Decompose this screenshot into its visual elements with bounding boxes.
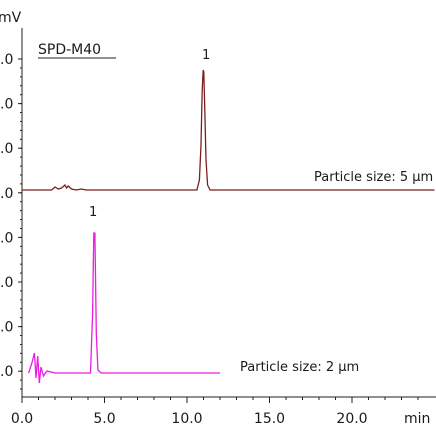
y-axis-ticks: .0 .0 .0 .0 .0 .0 .0 .0	[0, 52, 22, 390]
y-tick-label-6: .0	[0, 320, 13, 336]
y-tick-label-5: .0	[0, 275, 13, 291]
instrument-label: SPD-M40	[38, 42, 101, 58]
y-tick-label-7: .0	[0, 364, 13, 380]
x-tick-label-4: 20.0	[336, 411, 367, 427]
x-tick-label-0: 0.0	[11, 411, 33, 427]
y-axis-unit-label: mV	[0, 10, 22, 26]
x-axis-ticks: 0.0 5.0 10.0 15.0 20.0	[11, 397, 419, 427]
x-tick-label-3: 15.0	[254, 411, 285, 427]
series-label-5um: Particle size: 5 µm	[314, 170, 433, 185]
y-tick-label-0: .0	[0, 52, 13, 68]
series-line-5um	[22, 69, 435, 191]
y-tick-label-4: .0	[0, 230, 13, 246]
series-line-2um	[27, 232, 220, 384]
y-tick-label-1: .0	[0, 97, 13, 113]
y-tick-label-2: .0	[0, 141, 13, 157]
peak-label-2um: 1	[89, 205, 97, 220]
y-tick-label-3: .0	[0, 186, 13, 202]
x-tick-label-1: 5.0	[93, 411, 115, 427]
peak-label-5um: 1	[202, 48, 210, 63]
series-label-2um: Particle size: 2 µm	[240, 360, 359, 375]
x-axis-unit-label: min	[404, 411, 430, 427]
x-tick-label-2: 10.0	[171, 411, 202, 427]
